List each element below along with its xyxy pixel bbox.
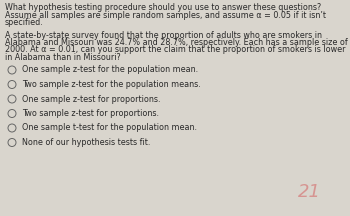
Text: specified.: specified. <box>5 18 44 27</box>
Text: One sample z-test for the population mean.: One sample z-test for the population mea… <box>22 65 198 75</box>
Text: Two sample z-test for proportions.: Two sample z-test for proportions. <box>22 109 159 118</box>
Text: Two sample z-test for the population means.: Two sample z-test for the population mea… <box>22 80 201 89</box>
Text: Assume all samples are simple random samples, and assume α = 0.05 if it isn’t: Assume all samples are simple random sam… <box>5 11 326 19</box>
Text: A state-by-state survey found that the proportion of adults who are smokers in: A state-by-state survey found that the p… <box>5 30 322 40</box>
Text: 2000. At α = 0.01, can you support the claim that the proportion of smokers is l: 2000. At α = 0.01, can you support the c… <box>5 46 345 54</box>
Text: None of our hypothesis tests fit.: None of our hypothesis tests fit. <box>22 138 150 147</box>
Text: in Alabama than in Missouri?: in Alabama than in Missouri? <box>5 53 121 62</box>
Text: One sample t-test for the population mean.: One sample t-test for the population mea… <box>22 124 197 132</box>
Text: Alabama and Missouri was 24.7% and 28.7%, respectively. Each has a sample size o: Alabama and Missouri was 24.7% and 28.7%… <box>5 38 348 47</box>
Text: 21: 21 <box>298 183 321 201</box>
Text: What hypothesis testing procedure should you use to answer these questions?: What hypothesis testing procedure should… <box>5 3 321 12</box>
Text: One sample z-test for proportions.: One sample z-test for proportions. <box>22 95 161 103</box>
